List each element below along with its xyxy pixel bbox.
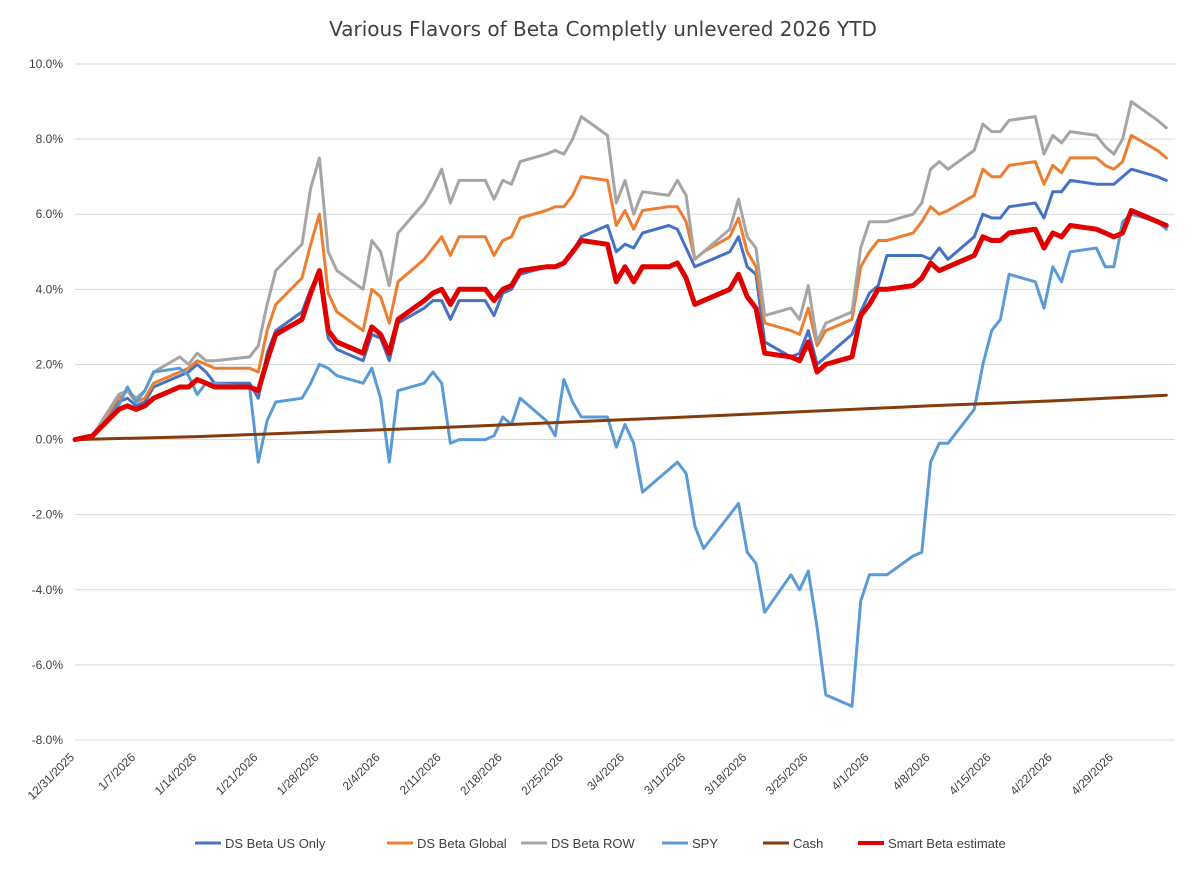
series-line-ds-beta-global [73, 133, 1168, 442]
y-tick-label: 10.0% [29, 57, 63, 71]
y-tick-label: -8.0% [32, 733, 64, 747]
x-tick-label: 2/11/2026 [397, 750, 444, 797]
x-tick-label: 4/29/2026 [1068, 750, 1116, 798]
x-tick-label: 4/15/2026 [946, 750, 994, 798]
y-tick-label: 0.0% [36, 433, 64, 447]
legend-label-cash: Cash [793, 836, 823, 851]
x-tick-label: 1/21/2026 [213, 750, 261, 798]
series-line-ds-beta-row [73, 100, 1168, 442]
y-tick-label: 6.0% [36, 207, 64, 221]
x-tick-label: 1/7/2026 [95, 750, 138, 793]
y-tick-label: 8.0% [36, 132, 64, 146]
chart-title: Various Flavors of Beta Completly unleve… [329, 17, 877, 41]
series-line-smart-beta-estimate [72, 208, 1169, 443]
legend-label-spy: SPY [692, 836, 718, 851]
x-tick-label: 1/28/2026 [274, 750, 322, 798]
legend-label-ds-beta-us-only: DS Beta US Only [225, 836, 326, 851]
series-lines [72, 100, 1169, 708]
y-tick-label: -6.0% [32, 658, 64, 672]
x-axis-tick-labels: 12/31/2025 1/7/2026 1/14/2026 1/21/2026 1/28… [25, 750, 1116, 803]
x-tick-label: 2/25/2026 [518, 750, 566, 798]
y-tick-label: -2.0% [32, 508, 64, 522]
x-tick-label: 2/4/2026 [340, 750, 383, 793]
y-tick-label: 4.0% [36, 282, 64, 296]
legend-label-ds-beta-global: DS Beta Global [417, 836, 507, 851]
x-tick-label: 4/22/2026 [1007, 750, 1055, 798]
x-tick-label: 1/14/2026 [152, 750, 200, 798]
y-axis-tick-labels: -8.0% -6.0% -4.0% -2.0% 0.0% 2.0% 4.0% 6.0% 8.0%… [29, 57, 63, 747]
series-line-cash [73, 393, 1168, 442]
x-tick-label: 3/4/2026 [584, 750, 627, 793]
y-tick-label: 2.0% [36, 357, 64, 371]
y-tick-label: -4.0% [32, 583, 64, 597]
x-tick-label: 12/31/2025 [25, 750, 78, 803]
x-tick-label: 3/18/2026 [702, 750, 750, 798]
legend-label-smart-beta-estimate: Smart Beta estimate [888, 836, 1006, 851]
legend: DS Beta US Only DS Beta Global DS Beta ROW… [195, 836, 1006, 851]
x-tick-label: 4/8/2026 [890, 750, 933, 793]
x-tick-label: 3/25/2026 [763, 750, 811, 798]
series-line-spy [73, 212, 1168, 708]
legend-label-ds-beta-row: DS Beta ROW [551, 836, 636, 851]
x-tick-label: 2/18/2026 [457, 750, 505, 798]
grid-lines [75, 63, 1175, 741]
x-tick-label: 4/1/2026 [829, 750, 872, 793]
x-tick-label: 3/11/2026 [641, 750, 688, 797]
